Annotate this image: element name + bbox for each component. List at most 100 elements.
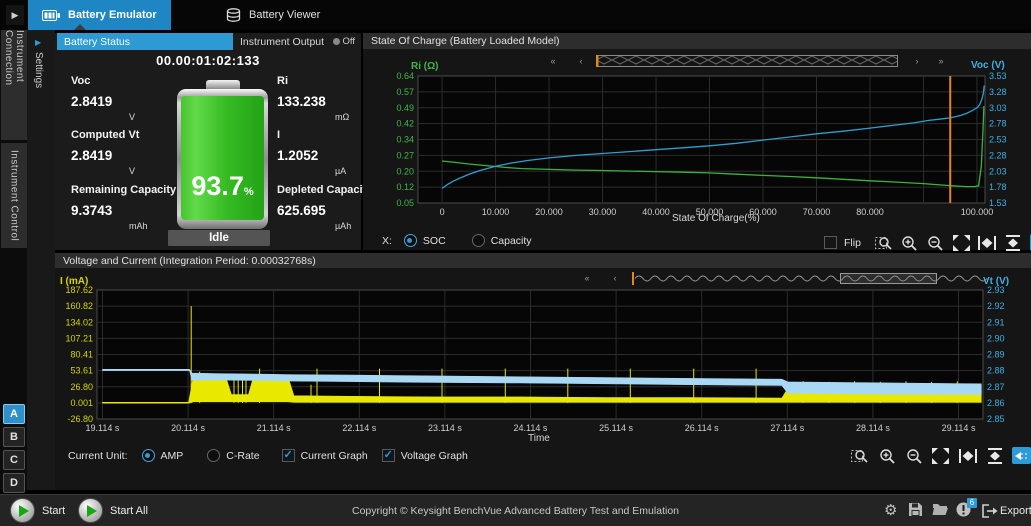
expand-panel-arrow-icon[interactable]: ▶: [6, 5, 24, 25]
svg-text:40.000: 40.000: [642, 207, 670, 217]
svg-text:2.53: 2.53: [989, 135, 1007, 145]
channel-c-button[interactable]: C: [3, 450, 25, 470]
svg-text:24.114 s: 24.114 s: [514, 423, 548, 433]
svg-text:10.000: 10.000: [482, 207, 510, 217]
battery-frame: 93.7%: [177, 89, 268, 229]
current-graph-label: Current Graph: [301, 450, 368, 462]
radio-c-rate-label: C-Rate: [226, 450, 259, 462]
svg-text:0.64: 0.64: [396, 71, 414, 81]
metric-value: 625.695: [277, 203, 326, 218]
zoom-out-icon[interactable]: [926, 234, 945, 251]
radio-soc[interactable]: [404, 234, 417, 247]
svg-text:0.49: 0.49: [396, 103, 414, 113]
svg-text:1.78: 1.78: [989, 182, 1007, 192]
autoscale-y-icon[interactable]: [1004, 234, 1023, 251]
soc-x-selector: X: SOC Capacity: [382, 234, 532, 247]
autoscale-y-icon[interactable]: [985, 447, 1004, 464]
svg-text:2.92: 2.92: [987, 301, 1005, 311]
svg-text:0.42: 0.42: [396, 119, 414, 129]
svg-text:0.20: 0.20: [396, 166, 414, 176]
export-label[interactable]: Export: [1000, 505, 1031, 517]
voltage-current-chart[interactable]: 187.622.93160.822.92134.022.91107.212.90…: [55, 265, 1031, 450]
svg-text:2.89: 2.89: [987, 350, 1005, 360]
battery-status-panel: Battery Status Instrument Output Off 00.…: [55, 33, 361, 250]
svg-text:21.114 s: 21.114 s: [257, 423, 291, 433]
radio-capacity[interactable]: [472, 234, 485, 247]
soc-panel-title: State Of Charge (Battery Loaded Model): [363, 33, 1031, 49]
zoom-in-icon[interactable]: [877, 447, 896, 464]
autoscale-all-icon[interactable]: [931, 447, 950, 464]
channel-d-button[interactable]: D: [3, 473, 25, 493]
svg-text:0.27: 0.27: [396, 150, 414, 160]
autoscale-x-icon[interactable]: [978, 234, 997, 251]
soc-chart[interactable]: 0.643.530.573.280.493.030.422.780.342.53…: [363, 48, 1031, 233]
tab-battery-viewer[interactable]: Battery Viewer: [212, 0, 334, 30]
settings-expand-arrow-icon[interactable]: ▶: [35, 38, 41, 47]
battery-gauge: 93.7%: [177, 80, 268, 229]
soc-left-axis-title: Ri (Ω): [411, 61, 438, 72]
svg-text:53.61: 53.61: [70, 366, 93, 376]
metric-value: 9.3743: [71, 203, 112, 218]
svg-text:2.78: 2.78: [989, 119, 1007, 129]
soc-right-axis-title: Voc (V): [971, 60, 1005, 71]
tab-battery-emulator[interactable]: Battery Emulator: [28, 0, 171, 30]
svg-text:3.53: 3.53: [989, 71, 1007, 81]
svg-text:26.80: 26.80: [70, 382, 93, 392]
metric-label: Voc: [71, 75, 176, 87]
vi-toolbar: [850, 447, 1031, 464]
metric-value: 2.8419: [71, 94, 112, 109]
open-folder-icon[interactable]: [932, 502, 949, 516]
tab-battery-status[interactable]: Battery Status: [57, 33, 233, 50]
auto-track-icon[interactable]: [1012, 447, 1031, 464]
autoscale-all-icon[interactable]: [952, 234, 971, 251]
zoom-region-icon[interactable]: [874, 234, 893, 251]
current-unit-selector: Current Unit: AMP C-Rate ✓ Current Graph…: [68, 449, 468, 462]
svg-text:20.000: 20.000: [535, 207, 563, 217]
export-icon[interactable]: [982, 504, 998, 518]
zoom-region-icon[interactable]: [850, 447, 869, 464]
svg-text:0.34: 0.34: [396, 135, 414, 145]
tab-battery-viewer-label: Battery Viewer: [249, 9, 320, 21]
sidebar-item-instrument-control[interactable]: Instrument Control: [1, 143, 27, 248]
svg-text:2.86: 2.86: [987, 398, 1005, 408]
vi-x-axis-title: Time: [528, 433, 550, 444]
flip-label: Flip: [844, 237, 861, 249]
x-selector-label: X:: [382, 235, 392, 247]
channel-b-button[interactable]: B: [3, 427, 25, 447]
metric-unit: V: [129, 112, 176, 122]
svg-text:26.114 s: 26.114 s: [685, 423, 719, 433]
radio-c-rate[interactable]: [207, 449, 220, 462]
sidebar-item-label: Instrument Control: [9, 150, 20, 241]
radio-amp[interactable]: [142, 449, 155, 462]
svg-text:30.000: 30.000: [589, 207, 617, 217]
elapsed-time: 00.00:01:02:133: [55, 53, 361, 68]
error-log-icon[interactable]: 6: [956, 502, 971, 517]
sidebar-item-instrument-connection[interactable]: Instrument Connection: [1, 30, 27, 140]
svg-text:29.114 s: 29.114 s: [942, 423, 976, 433]
current-graph-checkbox[interactable]: ✓: [282, 449, 295, 462]
svg-text:2.91: 2.91: [987, 317, 1005, 327]
metric-unit: V: [129, 166, 176, 176]
zoom-out-icon[interactable]: [904, 447, 923, 464]
battery-fill: 93.7%: [181, 96, 264, 220]
sidebar-item-label: Instrument Connection: [3, 30, 25, 140]
radio-amp-label: AMP: [161, 450, 184, 462]
left-sidebar: Instrument Connection Instrument Control…: [0, 30, 27, 490]
svg-text:2.90: 2.90: [987, 333, 1005, 343]
active-tab-notch: [74, 24, 86, 30]
tab-instrument-output[interactable]: Instrument Output: [233, 33, 331, 50]
flip-checkbox[interactable]: [824, 236, 837, 249]
svg-text:28.114 s: 28.114 s: [856, 423, 890, 433]
output-off-label: Off: [343, 36, 356, 47]
autoscale-x-icon[interactable]: [958, 447, 977, 464]
svg-text:23.114 s: 23.114 s: [428, 423, 462, 433]
save-icon[interactable]: [908, 502, 923, 517]
voltage-graph-checkbox[interactable]: ✓: [382, 449, 395, 462]
soc-x-axis-title: State Of Charge(%): [672, 213, 760, 224]
sidebar-item-settings[interactable]: Settings: [33, 52, 44, 88]
zoom-in-icon[interactable]: [900, 234, 919, 251]
channel-a-button[interactable]: A: [3, 404, 25, 424]
metric-remaining-capacity: Remaining Capacity 9.3743 mAh: [71, 184, 176, 231]
settings-gear-icon[interactable]: ⚙: [884, 501, 897, 519]
copyright-text: Copyright © Keysight BenchVue Advanced B…: [0, 505, 1031, 517]
